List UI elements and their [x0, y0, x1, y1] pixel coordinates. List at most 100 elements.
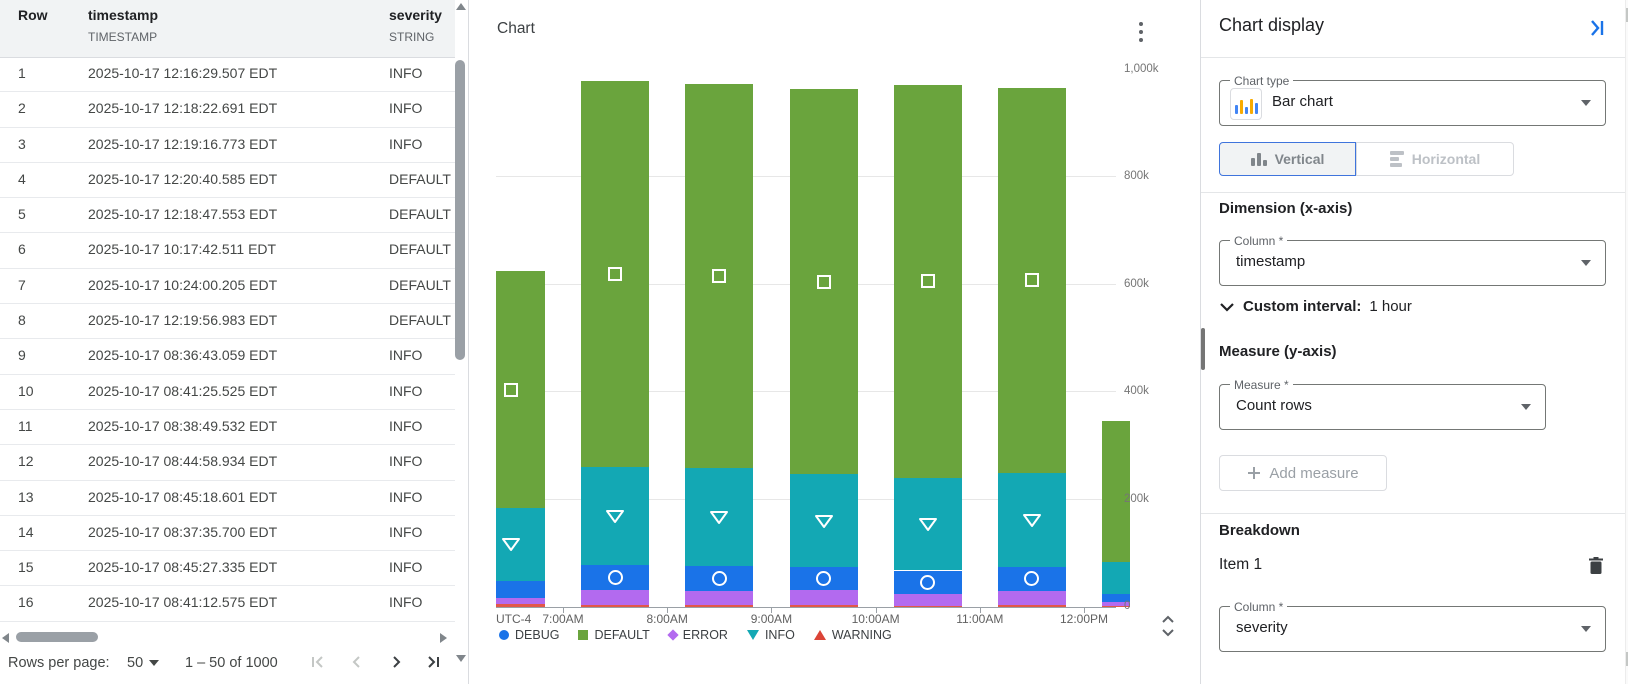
table-row: 4 2025-10-17 12:20:40.585 EDT DEFAULT — [0, 163, 455, 199]
bar-segment-info[interactable] — [1102, 561, 1130, 595]
bar-segment-warning[interactable] — [893, 605, 962, 607]
bar-segment-debug[interactable] — [1102, 594, 1130, 603]
bar-segment-default[interactable] — [581, 81, 650, 468]
bar-segment-info[interactable] — [685, 468, 754, 566]
timestamp-cell: 2025-10-17 08:41:12.575 EDT — [88, 594, 278, 611]
first-page-button[interactable] — [305, 649, 331, 675]
bar-segment-warning[interactable] — [685, 605, 754, 607]
orientation-horizontal-button[interactable]: Horizontal — [1356, 142, 1514, 176]
window-scroll-thumb[interactable] — [1626, 652, 1628, 666]
chart-type-select[interactable]: Chart type Bar chart — [1219, 74, 1606, 126]
measure-value: Count rows — [1236, 397, 1312, 414]
measure-select[interactable]: Measure * Count rows — [1219, 378, 1546, 430]
table-row: 9 2025-10-17 08:36:43.059 EDT INFO — [0, 339, 455, 375]
timestamp-cell: 2025-10-17 08:44:58.934 EDT — [88, 453, 278, 470]
collapse-panel-icon[interactable] — [1585, 16, 1609, 40]
bar-segment-warning[interactable] — [789, 604, 858, 607]
table-vertical-scrollbar[interactable] — [454, 0, 467, 670]
dropdown-caret-icon — [1581, 100, 1591, 106]
results-table-panel: Row timestamp TIMESTAMP severity STRING … — [0, 0, 469, 684]
prev-page-button[interactable] — [344, 649, 370, 675]
unfold-panel-icon[interactable] — [1157, 612, 1179, 640]
bar-segment-error[interactable] — [1102, 602, 1130, 607]
bar-segment-info[interactable] — [789, 473, 858, 568]
timestamp-cell: 2025-10-17 08:45:18.601 EDT — [88, 488, 278, 505]
scroll-up-arrow-icon[interactable] — [456, 3, 466, 10]
timestamp-cell: 2025-10-17 12:16:29.507 EDT — [88, 65, 278, 81]
legend-item-default: DEFAULT — [578, 628, 650, 642]
custom-interval-toggle[interactable]: Custom interval: 1 hour — [1219, 298, 1412, 315]
bar-segment-default[interactable] — [789, 89, 858, 474]
bar-segment-error[interactable] — [789, 590, 858, 605]
breakdown-column-select[interactable]: Column * severity — [1219, 600, 1606, 652]
window-scrollbar[interactable] — [1625, 0, 1628, 684]
timestamp-cell: 2025-10-17 12:19:16.773 EDT — [88, 135, 278, 152]
next-page-button[interactable] — [383, 649, 409, 675]
x-axis-tick — [771, 607, 773, 613]
bar-segment-info[interactable] — [496, 508, 545, 581]
bar-segment-warning[interactable] — [1102, 606, 1130, 607]
table-row: 7 2025-10-17 10:24:00.205 EDT DEFAULT — [0, 269, 455, 305]
bar-segment-error[interactable] — [893, 593, 962, 606]
bar-segment-error[interactable] — [581, 589, 650, 606]
column-header-timestamp: timestamp — [88, 7, 159, 23]
vertical-scroll-thumb[interactable] — [455, 60, 465, 360]
legend-label: WARNING — [831, 628, 892, 642]
severity-cell: INFO — [389, 453, 423, 470]
window-scroll-thumb[interactable] — [1626, 8, 1628, 22]
severity-cell: INFO — [389, 488, 423, 505]
scroll-down-arrow-icon[interactable] — [456, 655, 466, 662]
bar-segment-warning[interactable] — [997, 605, 1066, 607]
dimension-column-select[interactable]: Column * timestamp — [1219, 234, 1606, 286]
bar-segment-error[interactable] — [997, 590, 1066, 606]
bar-segment-info[interactable] — [893, 477, 962, 571]
severity-cell: DEFAULT — [389, 170, 451, 187]
circle-marker-icon — [816, 571, 831, 587]
orientation-vertical-button[interactable]: Vertical — [1219, 142, 1356, 176]
square-marker-icon — [608, 267, 623, 282]
chart-type-label: Chart type — [1230, 74, 1294, 88]
row-number: 2 — [18, 100, 26, 117]
legend-label: ERROR — [682, 628, 728, 642]
table-row: 2 2025-10-17 12:18:22.691 EDT INFO — [0, 92, 455, 128]
x-axis-tick-label: 8:00AM — [646, 612, 688, 626]
row-number: 11 — [18, 417, 33, 434]
bar-segment-info[interactable] — [997, 472, 1066, 567]
row-number: 6 — [18, 241, 26, 258]
table-horizontal-scrollbar[interactable] — [0, 630, 455, 646]
x-axis-tick — [563, 607, 564, 613]
scroll-left-arrow-icon[interactable] — [2, 633, 9, 643]
x-axis-tick — [1084, 607, 1085, 613]
rows-per-page-select[interactable]: 50 — [127, 655, 160, 671]
x-axis-tick-label: 7:00AM — [542, 612, 584, 626]
horizontal-bars-icon — [1389, 151, 1404, 167]
scroll-right-arrow-icon[interactable] — [440, 633, 447, 643]
bar-segment-default[interactable] — [685, 83, 754, 469]
chart-options-menu-button[interactable] — [1129, 20, 1153, 46]
bar-segment-default[interactable] — [1102, 421, 1130, 562]
panel-scroll-thumb[interactable] — [1201, 328, 1205, 370]
bar-segment-warning[interactable] — [496, 604, 545, 607]
bar-segment-default[interactable] — [893, 85, 962, 478]
bar-segment-error[interactable] — [496, 597, 545, 605]
custom-interval-value: 1 hour — [1369, 298, 1412, 315]
trash-icon[interactable] — [1587, 556, 1607, 578]
x-axis-tick-label: 12:00PM — [1059, 612, 1109, 626]
timestamp-cell: 2025-10-17 08:45:27.335 EDT — [88, 559, 278, 576]
severity-cell: INFO — [389, 594, 423, 611]
dropdown-caret-icon — [1521, 404, 1531, 410]
bar-segment-warning[interactable] — [581, 605, 650, 607]
square-marker-icon — [1024, 273, 1039, 288]
horizontal-scroll-thumb[interactable] — [16, 632, 98, 642]
bar-chart-type-icon — [1230, 88, 1262, 120]
add-measure-button[interactable]: Add measure — [1219, 455, 1387, 491]
last-page-button[interactable] — [420, 649, 446, 675]
bar-segment-info[interactable] — [581, 467, 650, 565]
bar-segment-default[interactable] — [997, 87, 1066, 473]
timestamp-cell: 2025-10-17 12:19:56.983 EDT — [88, 312, 278, 329]
timestamp-cell: 2025-10-17 08:38:49.532 EDT — [88, 417, 278, 434]
bar-segment-error[interactable] — [685, 590, 754, 606]
bar-segment-debug[interactable] — [496, 580, 545, 598]
plus-icon — [1248, 467, 1261, 479]
